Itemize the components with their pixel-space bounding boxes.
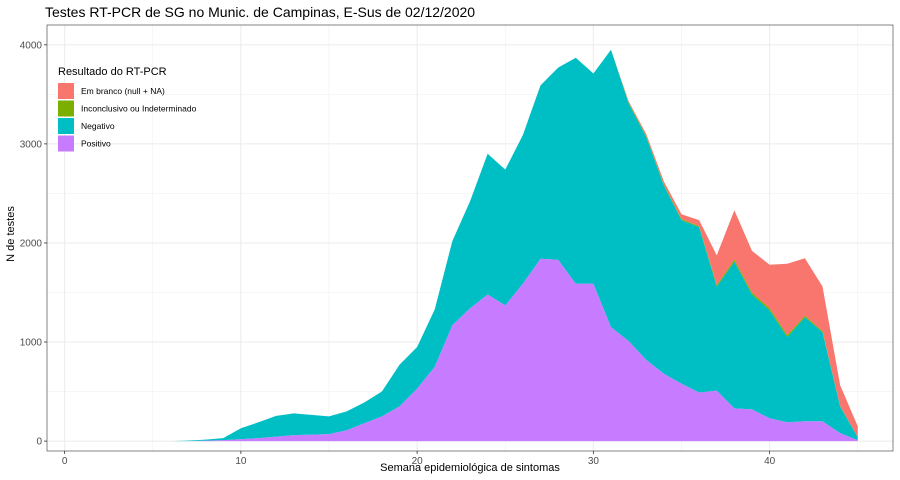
y-tick-label: 1000 bbox=[20, 338, 43, 349]
legend-label-inconclusivo-ou-indeterminado: Inconclusivo ou Indeterminado bbox=[81, 104, 197, 114]
legend-label-positivo: Positivo bbox=[81, 139, 111, 149]
legend-key-em-branco-null-na bbox=[58, 83, 74, 99]
y-axis: 0 1000 2000 3000 4000 bbox=[20, 40, 47, 448]
legend-key-inconclusivo-ou-indeterminado bbox=[58, 100, 74, 117]
x-tick-label: 30 bbox=[588, 456, 600, 467]
plot-area bbox=[46, 24, 894, 452]
panel-border bbox=[46, 24, 894, 452]
x-tick-label: 40 bbox=[764, 456, 776, 467]
area-positivo bbox=[82, 258, 858, 442]
x-axis: 0 10 20 30 40 bbox=[62, 451, 776, 467]
legend-key-positivo bbox=[58, 135, 74, 152]
legend-label-negativo: Negativo bbox=[81, 121, 115, 131]
legend-key-negativo bbox=[58, 118, 74, 134]
legend: Resultado do RT-PCR Em branco (null + NA… bbox=[58, 66, 197, 152]
legend-label-em-branco-null-na: Em branco (null + NA) bbox=[81, 86, 165, 96]
y-tick-label: 4000 bbox=[20, 40, 43, 51]
area-negativo bbox=[82, 49, 858, 442]
chart-title: Testes RT-PCR de SG no Munic. de Campina… bbox=[45, 4, 475, 20]
x-axis-title: Semana epidemiológica de sintomas bbox=[380, 462, 560, 474]
legend-items: Em branco (null + NA) Inconclusivo ou Ind… bbox=[58, 83, 197, 152]
x-tick-label: 20 bbox=[412, 456, 424, 467]
y-tick-label: 2000 bbox=[20, 238, 43, 249]
legend-title: Resultado do RT-PCR bbox=[58, 66, 167, 78]
x-tick-label: 0 bbox=[62, 456, 68, 467]
y-axis-title: N de testes bbox=[5, 206, 17, 262]
x-tick-label: 10 bbox=[235, 456, 247, 467]
y-tick-label: 0 bbox=[36, 437, 42, 448]
y-tick-label: 3000 bbox=[20, 139, 43, 150]
